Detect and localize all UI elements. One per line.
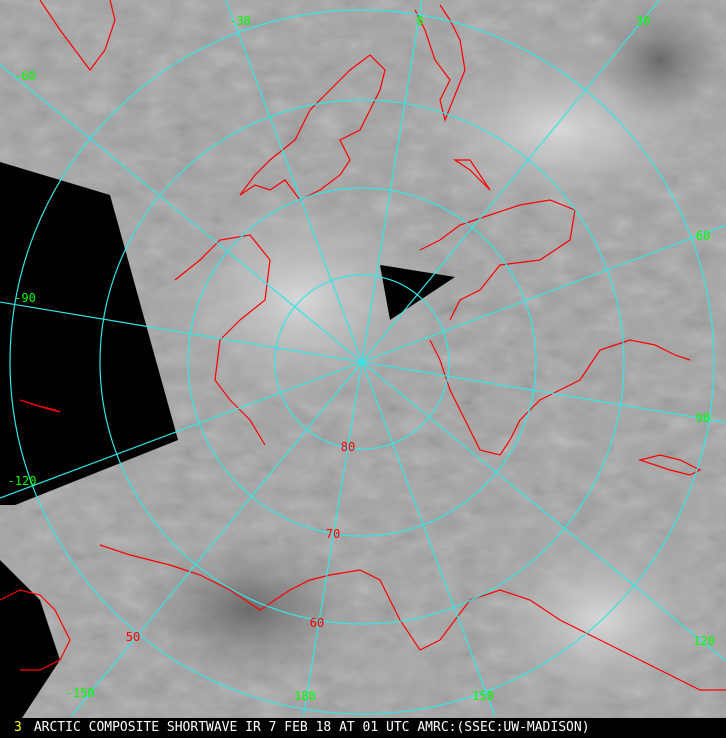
coastline [19,399,61,413]
no-data-region-southwest [0,560,60,718]
longitude-label: -90 [14,291,36,305]
longitude-label: -120 [8,474,37,488]
latitude-circle-50 [9,9,715,715]
frame-number: 3 [14,720,22,735]
longitude-label: 60 [696,229,710,243]
longitude-label: -150 [66,686,95,700]
meridian-60 [361,224,726,363]
longitude-label: 90 [696,411,710,425]
longitude-label: 0 [416,14,423,28]
graticule-labels: 0 30 60 90 120 150 180 -150 -120 -90 -60 -30 80 70 60 5… [8,14,715,703]
longitude-label: -60 [14,69,36,83]
meridian--150 [70,361,363,717]
coastline [453,159,491,191]
longitude-label: 150 [472,689,494,703]
graticule [0,0,726,717]
meridian--90 [0,301,363,363]
longitude-label: -30 [229,14,251,28]
meridian--120 [0,361,363,499]
no-data-regions [0,162,455,718]
coastline [429,339,691,456]
meridian-150 [361,361,496,717]
image-caption: ARCTIC COMPOSITE SHORTWAVE IR 7 FEB 18 A… [33,720,590,735]
latitude-label: 60 [310,616,324,630]
meridian-0 [361,0,423,363]
coastline [39,0,116,71]
coastline [99,544,726,691]
longitude-label: 120 [693,634,715,648]
meridian--30 [225,0,363,363]
coastline [239,54,386,201]
longitude-label: 180 [294,689,316,703]
caption-bar: 3 ARCTIC COMPOSITE SHORTWAVE IR 7 FEB 18 … [0,718,726,738]
no-data-region-wedge [380,265,455,320]
latitude-label: 50 [126,630,140,644]
meridian--60 [0,64,363,363]
coastline [414,4,466,122]
latitude-label: 70 [326,527,340,541]
meridian-30 [361,0,660,363]
coastline [637,454,702,476]
meridian--180 [302,361,363,717]
latitude-circle-60 [99,99,625,625]
arctic-satellite-map: 0 30 60 90 120 150 180 -150 -120 -90 -60 -30 80 70 60 5… [0,0,726,718]
meridian-90 [361,361,726,423]
no-data-region-west [0,162,178,505]
meridian-120 [361,361,726,662]
latitude-circle-80 [274,274,450,450]
latitude-label: 80 [341,440,355,454]
longitude-label: 30 [636,14,650,28]
coastline [0,589,71,671]
latitude-circle-70 [187,187,537,537]
